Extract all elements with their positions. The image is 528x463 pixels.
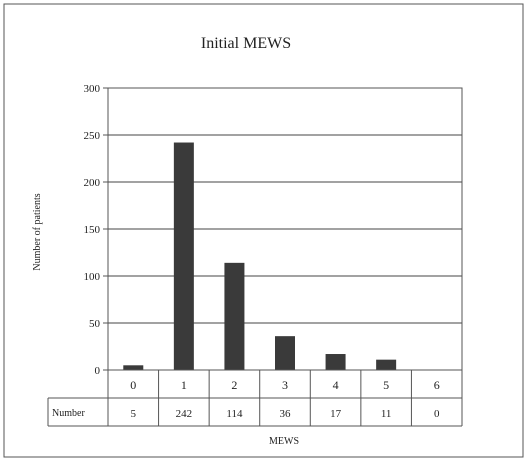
y-tick-label: 300 [84,83,101,95]
bar [275,336,295,370]
data-table: Number 0 5 1 242 2 114 3 36 4 17 5 11 6 0 [47,369,463,427]
bars [123,142,397,370]
x-tick-label: 0 [130,378,136,392]
bar [173,142,194,370]
gridlines [108,134,462,324]
x-tick-label: 5 [383,378,389,392]
bar [123,365,144,370]
x-tick-label: 3 [282,378,288,392]
y-tick-label: 150 [84,224,101,236]
x-tick-label: 2 [231,378,237,392]
y-axis-label: Number of patients [32,193,43,270]
y-tick-label: 100 [84,271,101,283]
x-axis-label: MEWS [269,436,299,447]
table-value: 11 [381,408,392,420]
y-tick-label: 50 [89,318,101,330]
table-value: 242 [176,408,193,420]
bar [376,359,397,370]
x-tick-label: 1 [181,378,187,392]
y-axis-ticks: 0 50 100 150 200 250 300 [84,83,108,377]
table-value: 114 [226,408,243,420]
table-value: 17 [330,408,342,420]
x-tick-label: 4 [333,378,339,392]
outer-frame [3,3,524,458]
y-tick-label: 200 [84,177,101,189]
table-value: 5 [131,408,137,420]
y-tick-label: 0 [95,365,101,377]
y-tick-label: 250 [84,130,101,142]
x-tick-label: 6 [434,378,440,392]
bar [224,262,245,370]
bar [325,354,346,370]
table-value: 36 [280,408,292,420]
table-value: 0 [434,408,440,420]
chart-title: Initial MEWS [201,35,291,52]
table-row-label: Number [52,408,85,419]
